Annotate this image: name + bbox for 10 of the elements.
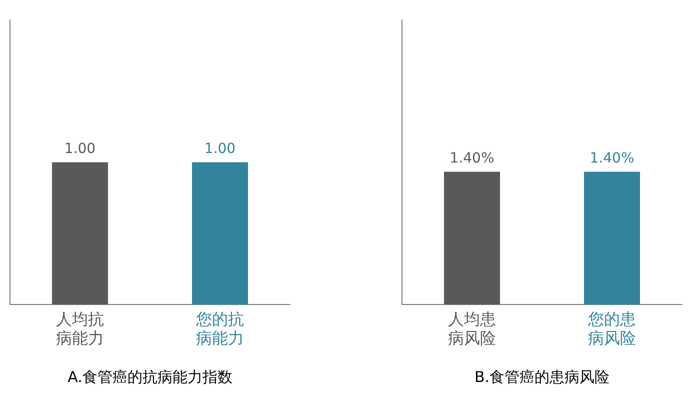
x-tick-label: 您的抗病能力 [195, 309, 244, 348]
data-label: 1.00 [64, 140, 96, 157]
data-label: 1.00 [204, 140, 236, 157]
x-tick-label: 您的患病风险 [587, 309, 636, 348]
data-label: 1.40% [590, 150, 634, 166]
x-tick-label: 人均抗病能力 [56, 309, 104, 348]
x-tick-label: 人均患病风险 [448, 309, 496, 348]
text: A.食管癌的抗病能力指数 [68, 368, 232, 386]
text: B.食管癌的患病风险 [474, 368, 610, 386]
data-label: 1.40% [450, 150, 494, 166]
